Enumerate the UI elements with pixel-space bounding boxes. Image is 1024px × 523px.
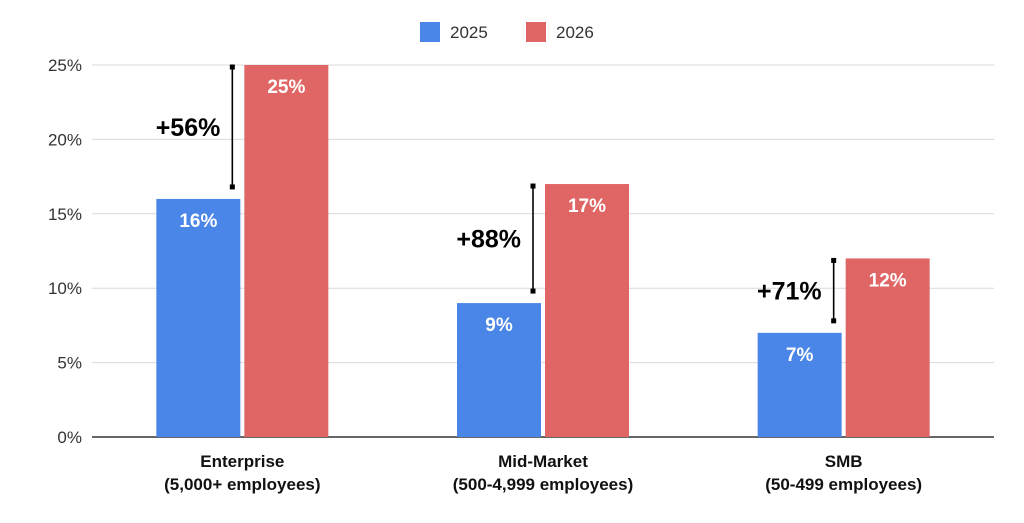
x-category-label: Mid-Market xyxy=(498,452,588,471)
legend-swatch-2026 xyxy=(526,22,546,42)
y-tick-label: 20% xyxy=(48,130,82,149)
value-label: 25% xyxy=(267,77,305,98)
value-label: 17% xyxy=(568,196,606,217)
x-category-label: (500-4,999 employees) xyxy=(453,475,634,494)
value-label: 12% xyxy=(869,270,907,291)
y-axis-ticks: 0% 5% 10% 15% 20% 25% xyxy=(48,56,82,447)
x-category-label: (50-499 employees) xyxy=(765,475,922,494)
bracket-cap xyxy=(229,184,235,190)
bracket-cap xyxy=(530,183,536,189)
bar-2026-2 xyxy=(845,258,930,437)
x-category-label: Enterprise xyxy=(200,452,284,471)
legend-label: 2026 xyxy=(556,23,594,42)
growth-annotations: +56% +88% +71% xyxy=(156,64,837,324)
y-tick-label: 15% xyxy=(48,205,82,224)
bar-2025-2 xyxy=(757,332,842,437)
value-label: 7% xyxy=(786,345,814,366)
x-category-label: (5,000+ employees) xyxy=(164,475,320,494)
legend-swatch-2025 xyxy=(420,22,440,42)
x-category-label: SMB xyxy=(825,452,863,471)
bar-2026-0 xyxy=(244,65,329,437)
legend-label: 2025 xyxy=(450,23,488,42)
gridlines xyxy=(92,64,994,438)
y-tick-label: 25% xyxy=(48,56,82,75)
y-tick-label: 0% xyxy=(57,428,82,447)
bar-2025-0 xyxy=(156,198,241,437)
bracket-cap xyxy=(530,288,536,294)
growth-annotation: +56% xyxy=(156,114,221,142)
legend: 2025 2026 xyxy=(420,22,594,42)
bar-2026-1 xyxy=(545,184,629,437)
bracket-cap xyxy=(831,257,837,263)
y-tick-label: 5% xyxy=(57,354,82,373)
value-labels: 16% 25% 9% 17% 7% 12% xyxy=(179,77,906,366)
x-axis-category-labels: Enterprise (5,000+ employees) Mid-Market (5… xyxy=(164,452,922,494)
value-label: 9% xyxy=(485,315,513,336)
bar-2025-1 xyxy=(457,303,541,437)
bars xyxy=(156,65,930,437)
y-tick-label: 10% xyxy=(48,279,82,298)
growth-annotation: +71% xyxy=(757,278,822,306)
bracket-cap xyxy=(229,64,235,70)
bracket-cap xyxy=(831,318,837,324)
growth-annotation: +88% xyxy=(456,226,521,254)
value-label: 16% xyxy=(179,211,217,232)
